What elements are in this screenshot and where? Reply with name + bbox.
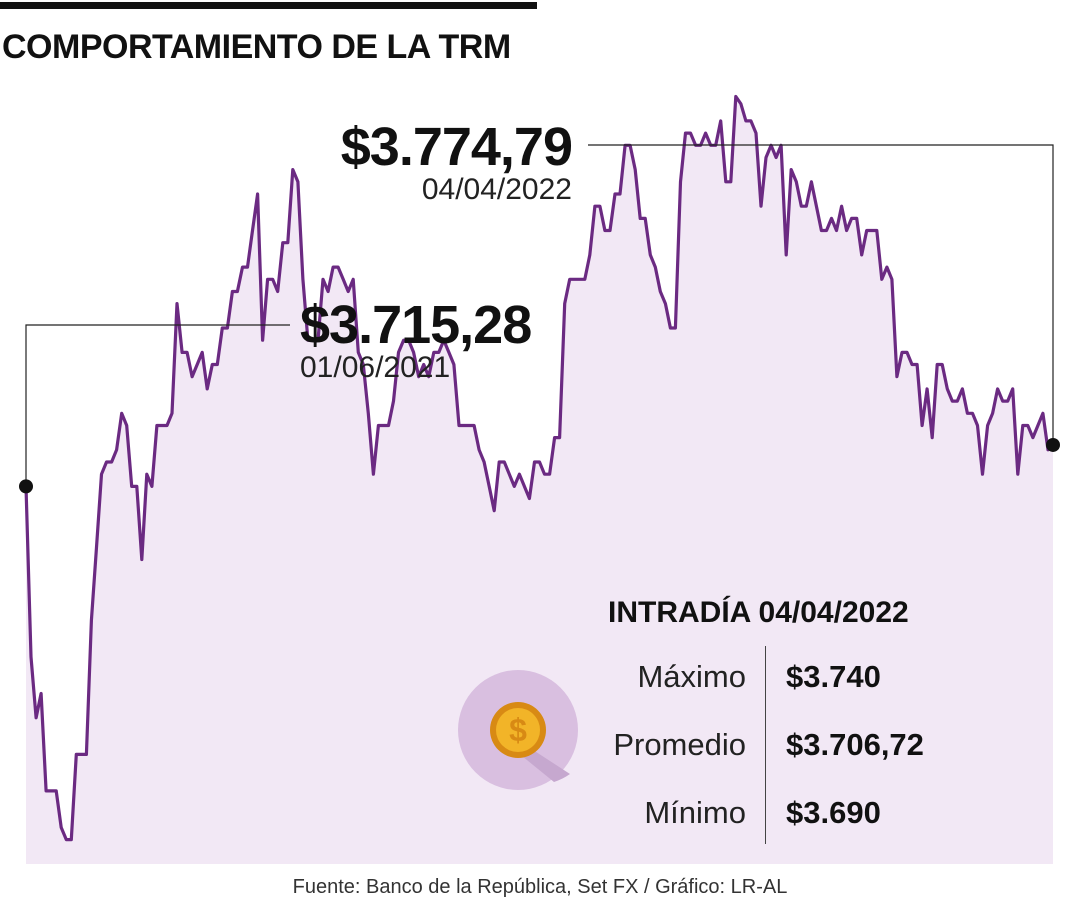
series-line: [24, 94, 1055, 842]
chart-title: COMPORTAMIENTO DE LA TRM: [2, 28, 511, 66]
leader-line-end: [588, 144, 1054, 445]
intraday-max-label: Máximo: [637, 659, 746, 694]
title-rule: [0, 2, 537, 9]
max-value-label: $3.774,79: [340, 117, 573, 177]
source-note: Fuente: Banco de la República, Set FX / …: [292, 876, 788, 898]
leader-line-start: [25, 324, 290, 487]
intraday-min-label: Mínimo: [644, 795, 746, 830]
intraday-row-max: Máximo $3.740: [560, 659, 1020, 699]
start-point-marker: [19, 479, 33, 494]
intraday-avg-value: $3.706,72: [786, 727, 924, 762]
svg-text:$: $: [509, 712, 527, 748]
intraday-avg-label: Promedio: [613, 727, 746, 762]
intraday-title: INTRADÍA 04/04/2022: [608, 596, 909, 629]
2021-value-callout: $3.715,28 01/06/2021: [300, 295, 532, 384]
intraday-min-value: $3.690: [786, 795, 881, 830]
intraday-row-avg: Promedio $3.706,72: [560, 727, 1020, 767]
end-point-marker: [1046, 437, 1060, 452]
dollar-coin-icon: $: [458, 670, 578, 790]
2021-value-label: $3.715,28: [300, 295, 532, 355]
max-value-date: 04/04/2022: [421, 173, 572, 206]
intraday-row-min: Mínimo $3.690: [560, 795, 1020, 835]
max-value-callout: $3.774,79 04/04/2022: [340, 117, 573, 206]
intraday-max-value: $3.740: [786, 659, 881, 694]
area-fill: [26, 96, 1053, 864]
callout-leaders: [19, 144, 1060, 494]
2021-value-date: 01/06/2021: [300, 351, 451, 384]
intraday-divider: [765, 646, 766, 844]
